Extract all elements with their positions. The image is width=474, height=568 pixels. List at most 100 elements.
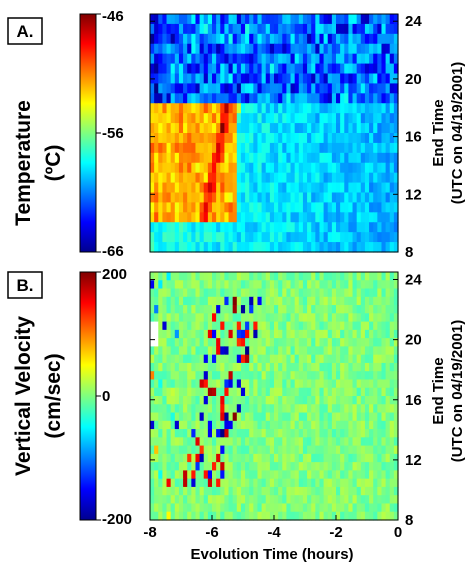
heatmap-cell — [240, 23, 246, 35]
heatmap-cell — [340, 152, 345, 164]
heatmap-cell — [319, 329, 325, 339]
heatmap-cell — [191, 182, 197, 194]
heatmap-cell — [389, 43, 395, 55]
heatmap-cell — [232, 182, 238, 194]
heatmap-cell — [245, 495, 250, 505]
heatmap-cell — [381, 437, 387, 447]
heatmap-cell — [212, 63, 217, 75]
heatmap-cell — [203, 232, 209, 243]
heatmap-cell — [385, 412, 391, 422]
heatmap-cell — [307, 123, 312, 134]
heatmap-cell — [178, 503, 184, 513]
heatmap-cell — [170, 83, 176, 94]
heatmap-cell — [373, 321, 378, 331]
heatmap-cell — [232, 296, 238, 306]
heatmap-cell — [385, 511, 391, 521]
heatmap-cell — [154, 113, 159, 124]
heatmap-cell — [216, 470, 221, 480]
heatmap-cell — [245, 123, 250, 134]
heatmap-cell — [187, 172, 192, 184]
heatmap-cell — [170, 113, 176, 124]
heatmap-cell — [364, 313, 370, 323]
heatmap-cell — [224, 280, 230, 290]
heatmap-cell — [369, 63, 374, 75]
heatmap-cell — [220, 113, 225, 124]
heatmap-cell — [207, 362, 213, 372]
panel-b-xlabel: Evolution Time (hours) — [190, 546, 353, 563]
heatmap-cell — [269, 495, 275, 505]
heatmap-cell — [286, 242, 292, 253]
heatmap-cell — [298, 296, 304, 306]
heatmap-cell — [381, 14, 387, 25]
heatmap-cell — [253, 202, 259, 213]
heatmap-cell — [154, 152, 159, 164]
heatmap-cell — [257, 23, 263, 35]
heatmap-cell — [216, 53, 221, 65]
heatmap-cell — [236, 280, 242, 290]
heatmap-cell — [389, 83, 395, 94]
heatmap-cell — [286, 152, 292, 164]
heatmap-cell — [327, 63, 333, 75]
heatmap-cell — [195, 445, 201, 455]
heatmap-cell — [216, 43, 221, 55]
heatmap-cell — [352, 272, 358, 281]
heatmap-cell — [393, 33, 399, 45]
heatmap-cell — [183, 288, 188, 298]
heatmap-cell — [377, 296, 383, 306]
heatmap-cell — [162, 503, 168, 513]
heatmap-cell — [348, 103, 354, 114]
heatmap-cell — [356, 486, 362, 496]
heatmap-cell — [265, 346, 271, 356]
heatmap-cell — [278, 404, 283, 414]
heatmap-cell — [373, 242, 378, 253]
panel-a-heatmap — [150, 14, 399, 253]
heatmap-cell — [224, 387, 230, 397]
heatmap-cell — [278, 329, 283, 339]
heatmap-cell — [261, 63, 267, 75]
heatmap-cell — [336, 113, 341, 124]
heatmap-cell — [199, 462, 205, 471]
heatmap-cell — [199, 222, 205, 233]
heatmap-cell — [282, 396, 287, 405]
heatmap-cell — [385, 14, 391, 25]
heatmap-cell — [240, 212, 246, 223]
heatmap-cell — [307, 280, 312, 290]
heatmap-cell — [282, 23, 287, 35]
heatmap-cell — [369, 478, 374, 488]
heatmap-cell — [166, 379, 172, 389]
heatmap-cell — [373, 486, 378, 496]
heatmap-cell — [166, 133, 172, 144]
heatmap-cell — [174, 232, 180, 243]
heatmap-cell — [183, 152, 188, 164]
heatmap-cell — [319, 321, 325, 331]
heatmap-cell — [381, 462, 387, 471]
heatmap-cell — [150, 371, 155, 381]
heatmap-cell — [364, 242, 370, 253]
heatmap-cell — [307, 486, 312, 496]
heatmap-cell — [348, 462, 354, 471]
heatmap-cell — [269, 113, 275, 124]
heatmap-cell — [199, 313, 205, 323]
heatmap-cell — [191, 313, 197, 323]
heatmap-cell — [369, 462, 374, 471]
heatmap-cell — [323, 437, 329, 447]
heatmap-cell — [162, 33, 168, 45]
heatmap-cell — [199, 182, 205, 194]
heatmap-cell — [278, 346, 283, 356]
heatmap-cell — [249, 222, 254, 233]
heatmap-cell — [187, 152, 192, 164]
heatmap-cell — [331, 305, 337, 314]
heatmap-cell — [302, 152, 308, 164]
heatmap-cell — [278, 296, 283, 306]
heatmap-cell — [195, 53, 201, 65]
heatmap-cell — [170, 371, 176, 381]
heatmap-cell — [298, 396, 304, 405]
heatmap-cell — [228, 296, 234, 306]
heatmap-cell — [178, 478, 184, 488]
heatmap-cell — [236, 53, 242, 65]
heatmap-cell — [265, 354, 271, 364]
heatmap-cell — [195, 142, 201, 154]
heatmap-cell — [220, 63, 225, 75]
heatmap-cell — [298, 379, 304, 389]
heatmap-cell — [356, 33, 362, 45]
